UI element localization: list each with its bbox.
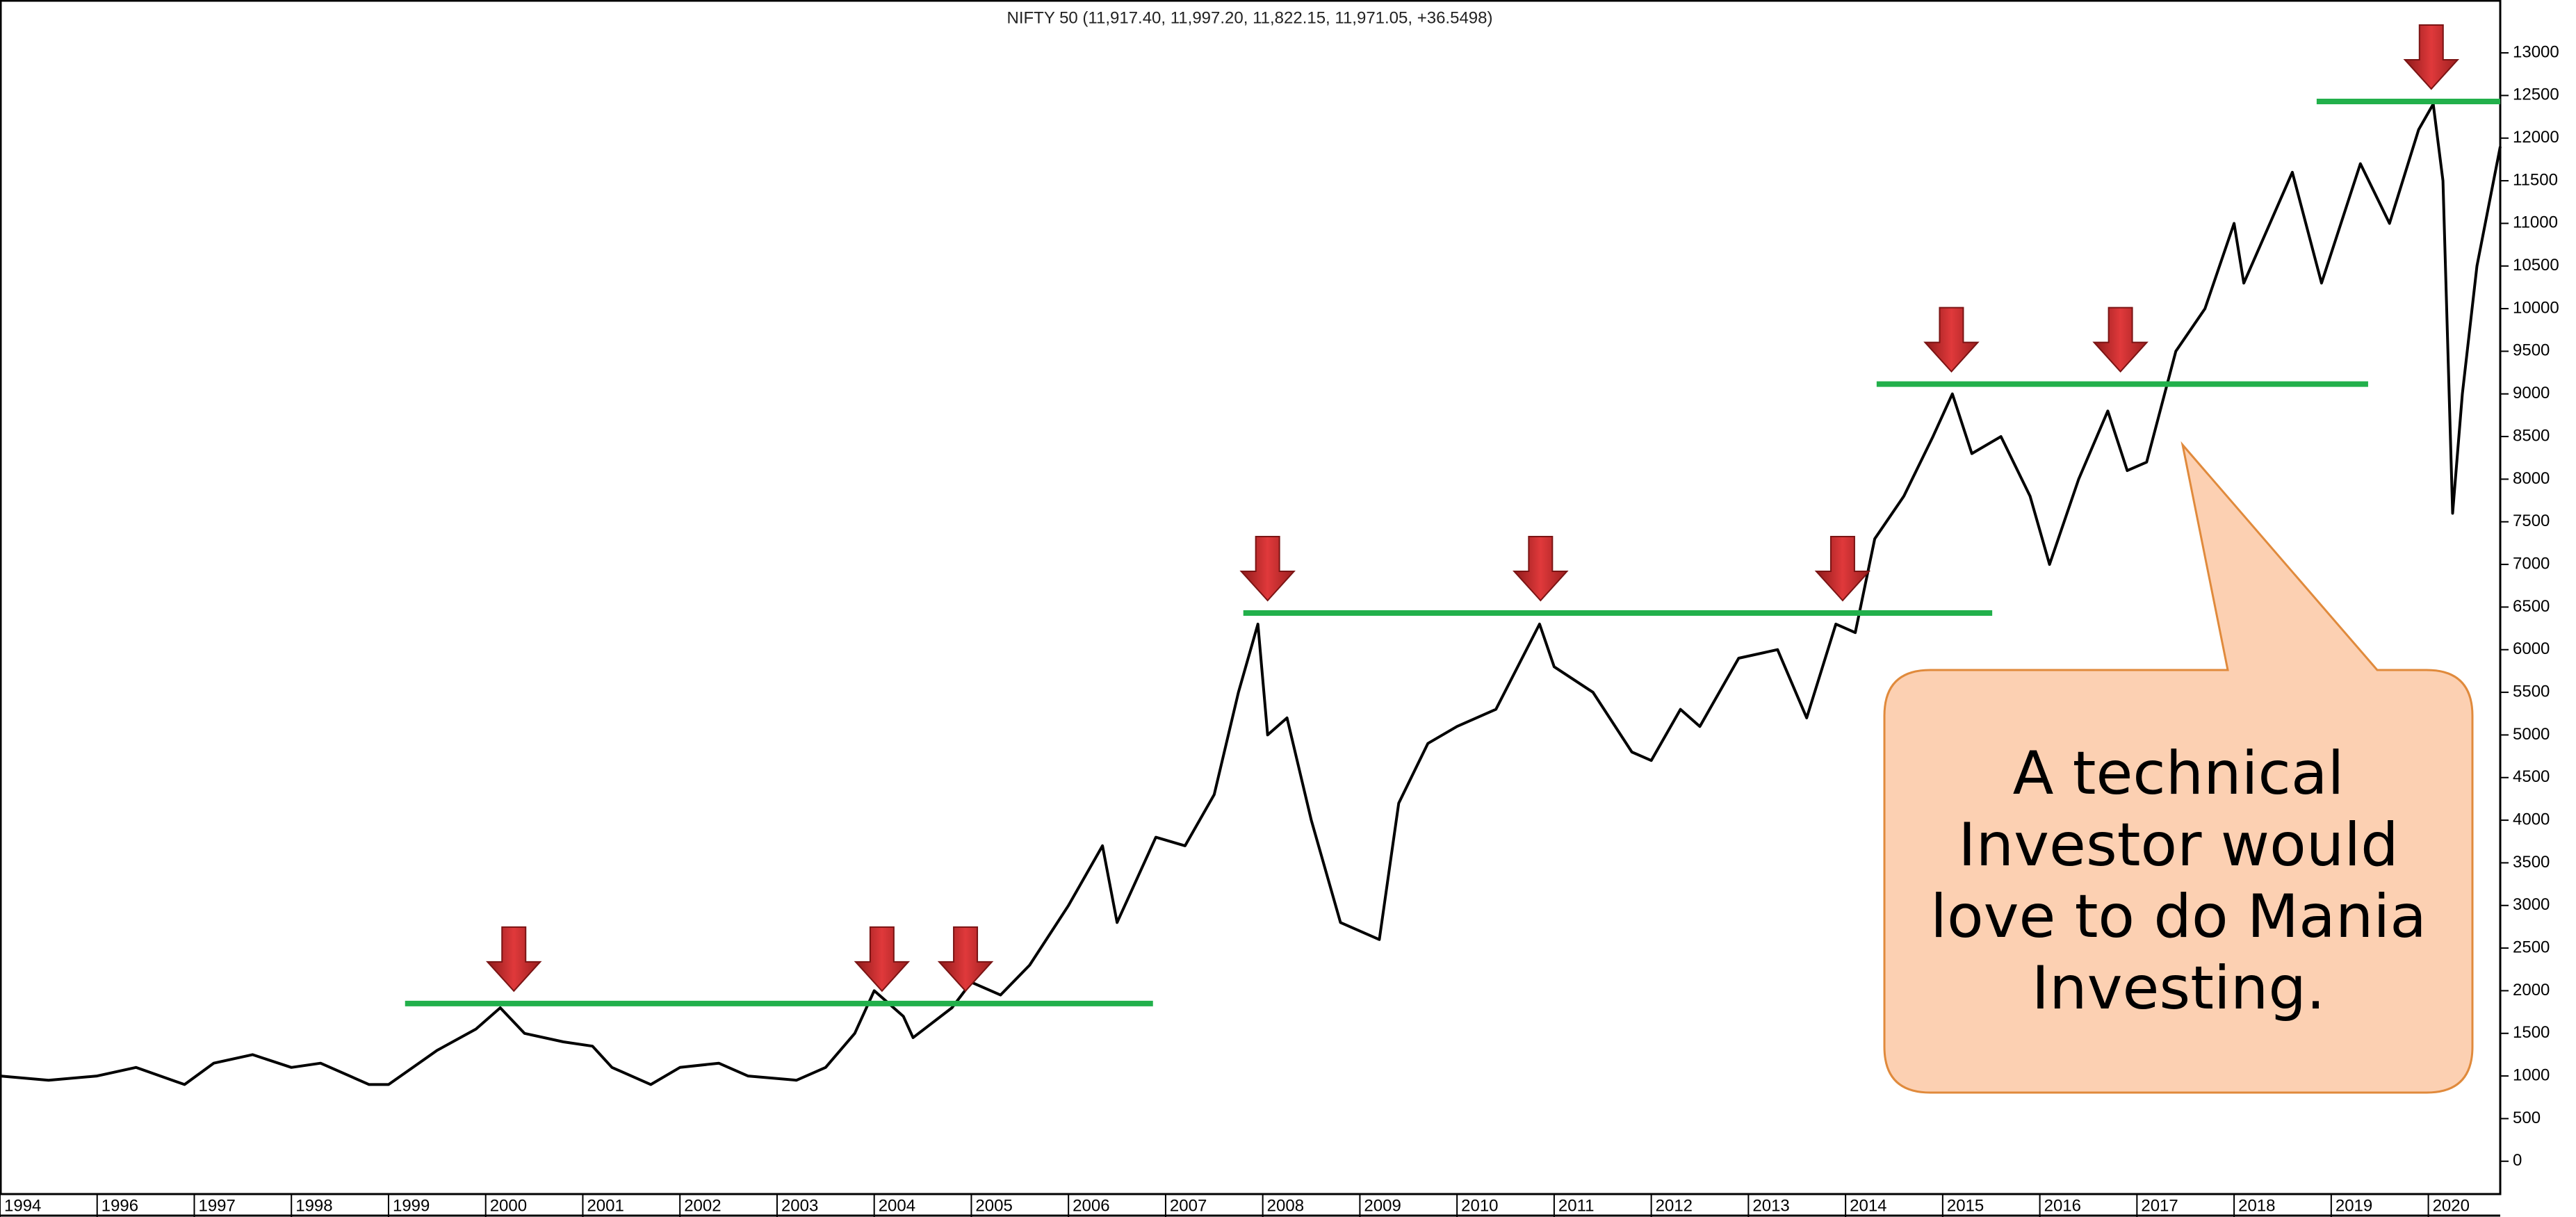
x-tick-label: 2008 <box>1267 1196 1304 1215</box>
x-tick-label: 2007 <box>1170 1196 1207 1215</box>
callout-line: love to do Mania <box>1930 881 2427 953</box>
x-tick-label: 2013 <box>1752 1196 1789 1215</box>
callout-line: Investing. <box>2032 953 2326 1024</box>
x-tick-label: 2004 <box>879 1196 915 1215</box>
x-tick-label: 1999 <box>393 1196 430 1215</box>
y-tick-label: 9500 <box>2513 341 2550 360</box>
down-arrow <box>1925 308 1978 372</box>
y-tick-label: 5000 <box>2513 725 2550 744</box>
callout-line: A technical <box>2013 738 2345 810</box>
chart-title: NIFTY 50 (11,917.40, 11,997.20, 11,822.1… <box>1007 8 1493 27</box>
y-tick-label: 10500 <box>2513 256 2559 275</box>
x-tick-label: 2011 <box>1558 1196 1595 1215</box>
x-tick-label: 1996 <box>101 1196 138 1215</box>
x-tick-label: 2020 <box>2433 1196 2470 1215</box>
y-tick-label: 3500 <box>2513 853 2550 872</box>
down-arrow <box>2405 25 2458 89</box>
x-tick-label: 2010 <box>1461 1196 1498 1215</box>
down-arrow <box>2094 308 2147 372</box>
x-tick-label: 2002 <box>684 1196 721 1215</box>
page: NIFTY 50 (11,917.40, 11,997.20, 11,822.1… <box>0 0 2576 1217</box>
y-tick-label: 11500 <box>2513 170 2558 189</box>
y-tick-label: 12000 <box>2513 128 2559 147</box>
y-tick-label: 8000 <box>2513 469 2550 488</box>
x-tick-label: 1997 <box>198 1196 235 1215</box>
x-tick-label: 2005 <box>975 1196 1012 1215</box>
x-tick-label: 2012 <box>1656 1196 1693 1215</box>
down-arrow <box>939 927 992 991</box>
y-tick-label: 6000 <box>2513 639 2550 658</box>
y-tick-label: 13000 <box>2513 42 2559 61</box>
down-arrow <box>1816 537 1869 601</box>
down-arrow <box>1241 537 1294 601</box>
y-tick-label: 1500 <box>2513 1023 2550 1042</box>
y-tick-label: 10000 <box>2513 298 2559 317</box>
x-tick-label: 1994 <box>4 1196 41 1215</box>
x-tick-label: 2003 <box>781 1196 818 1215</box>
x-tick-label: 2009 <box>1364 1196 1401 1215</box>
x-tick-label: 2014 <box>1850 1196 1886 1215</box>
x-tick-label: 2016 <box>2044 1196 2081 1215</box>
y-tick-label: 7500 <box>2513 512 2550 530</box>
y-tick-label: 5500 <box>2513 682 2550 701</box>
x-tick-label: 2018 <box>2238 1196 2275 1215</box>
x-tick-label: 2017 <box>2141 1196 2178 1215</box>
y-tick-label: 7000 <box>2513 554 2550 573</box>
down-arrow <box>856 927 908 991</box>
y-tick-label: 8500 <box>2513 426 2550 445</box>
y-tick-label: 1000 <box>2513 1065 2550 1084</box>
y-tick-label: 3000 <box>2513 895 2550 914</box>
y-tick-label: 500 <box>2513 1109 2541 1127</box>
y-tick-label: 4500 <box>2513 767 2550 786</box>
y-tick-label: 2500 <box>2513 938 2550 956</box>
y-tick-label: 4000 <box>2513 810 2550 828</box>
down-arrow <box>487 927 540 991</box>
x-tick-label: 2006 <box>1073 1196 1109 1215</box>
callout-line: Investor would <box>1958 810 2398 881</box>
down-arrow <box>1514 537 1567 601</box>
x-tick-label: 2000 <box>490 1196 527 1215</box>
x-tick-label: 1998 <box>295 1196 332 1215</box>
y-tick-label: 2000 <box>2513 981 2550 999</box>
y-tick-label: 11000 <box>2513 213 2558 232</box>
x-tick-label: 2019 <box>2335 1196 2372 1215</box>
y-tick-label: 0 <box>2513 1151 2522 1170</box>
y-tick-label: 12500 <box>2513 85 2559 104</box>
x-tick-label: 2001 <box>587 1196 623 1215</box>
y-tick-label: 6500 <box>2513 597 2550 616</box>
y-tick-label: 9000 <box>2513 384 2550 402</box>
x-tick-label: 2015 <box>1947 1196 1984 1215</box>
